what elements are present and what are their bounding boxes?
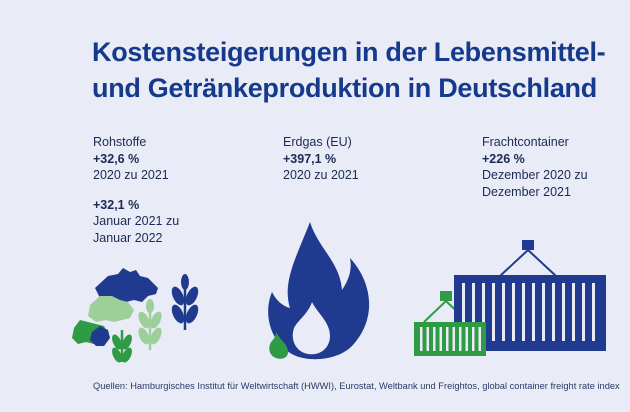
wheat-icon	[112, 274, 199, 363]
container-rib	[478, 327, 481, 351]
column-erdgas: Erdgas (EU) +397,1 % 2020 zu 2021	[283, 134, 359, 184]
erdgas-period: 2020 zu 2021	[283, 168, 359, 182]
rohstoffe-period-1: 2020 zu 2021	[93, 168, 169, 182]
container-rib	[426, 327, 429, 351]
container-rib	[465, 327, 468, 351]
container-rib	[433, 327, 436, 351]
container-rib	[492, 283, 495, 341]
container-rib	[532, 283, 535, 341]
container-rib	[452, 327, 455, 351]
title-line-2: und Getränkeproduktion in Deutschland	[92, 73, 597, 103]
container-rib	[552, 283, 555, 341]
container-rib	[472, 283, 475, 341]
page-title: Kostensteigerungen in der Lebensmittel- …	[92, 34, 612, 106]
container-rib	[542, 283, 545, 341]
fracht-label: Frachtcontainer	[482, 135, 569, 149]
rohstoffe-label: Rohstoffe	[93, 135, 147, 149]
rohstoffe-period-2a: Januar 2021 zu	[93, 214, 180, 228]
rohstoffe-period-2b: Januar 2022	[93, 230, 163, 245]
column-rohstoffe: Rohstoffe +32,6 % 2020 zu 2021 +32,1 % J…	[93, 134, 179, 246]
livestock-icon	[72, 268, 158, 346]
column-frachtcontainer: Frachtcontainer +226 % Dezember 2020 zu …	[482, 134, 588, 200]
rohstoffe-block-2: +32,1 % Januar 2021 zu Januar 2022	[93, 197, 179, 247]
container-rib	[582, 283, 585, 341]
container-rib	[512, 283, 515, 341]
container-rib	[472, 327, 475, 351]
gas-flame-icon	[268, 222, 370, 360]
rohstoffe-block-1: Rohstoffe +32,6 % 2020 zu 2021	[93, 134, 179, 184]
container-rib	[482, 283, 485, 341]
container-rib	[439, 327, 442, 351]
fracht-period-a: Dezember 2020 zu	[482, 168, 588, 182]
rohstoffe-value-1: +32,6 %	[93, 151, 140, 166]
erdgas-value: +397,1 %	[283, 151, 337, 166]
fracht-value: +226 %	[482, 151, 525, 166]
shipping-container-icon	[414, 275, 606, 356]
source-footnote: Quellen: Hamburgisches Institut für Welt…	[93, 381, 620, 391]
container-rib	[420, 327, 423, 351]
fracht-period-b: Dezember 2021	[482, 184, 571, 199]
container-rib	[572, 283, 575, 341]
container-rib	[459, 327, 462, 351]
erdgas-label: Erdgas (EU)	[283, 135, 352, 149]
container-rib	[502, 283, 505, 341]
container-rib	[522, 283, 525, 341]
container-rib	[562, 283, 565, 341]
title-line-1: Kostensteigerungen in der Lebensmittel-	[92, 37, 606, 67]
container-rib	[592, 283, 595, 341]
container-rib	[462, 283, 465, 341]
container-rib	[446, 327, 449, 351]
rohstoffe-value-2: +32,1 %	[93, 197, 140, 212]
